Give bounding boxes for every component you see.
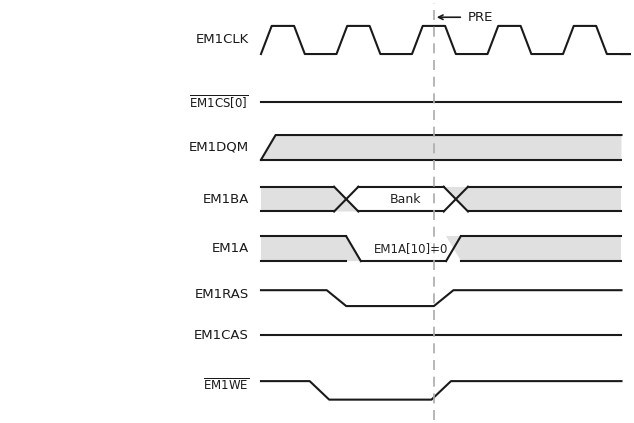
Text: EM1CAS: EM1CAS xyxy=(194,329,249,342)
Polygon shape xyxy=(334,187,468,212)
Polygon shape xyxy=(346,236,461,261)
Polygon shape xyxy=(261,187,358,212)
Text: PRE: PRE xyxy=(468,11,493,24)
Polygon shape xyxy=(261,236,361,261)
Text: EM1BA: EM1BA xyxy=(202,192,249,206)
Text: EM1CLK: EM1CLK xyxy=(195,33,249,47)
Text: EM1A[10]=0: EM1A[10]=0 xyxy=(373,242,448,255)
Text: Bank: Bank xyxy=(390,192,422,206)
Text: $\overline{\mathrm{EM1CS[0]}}$: $\overline{\mathrm{EM1CS[0]}}$ xyxy=(190,93,249,111)
Polygon shape xyxy=(444,187,621,212)
Text: EM1DQM: EM1DQM xyxy=(189,141,249,154)
Text: EM1RAS: EM1RAS xyxy=(195,288,249,301)
Text: EM1A: EM1A xyxy=(212,242,249,255)
Polygon shape xyxy=(446,236,621,261)
Polygon shape xyxy=(261,135,621,160)
Text: $\overline{\mathrm{EM1WE}}$: $\overline{\mathrm{EM1WE}}$ xyxy=(203,377,249,393)
